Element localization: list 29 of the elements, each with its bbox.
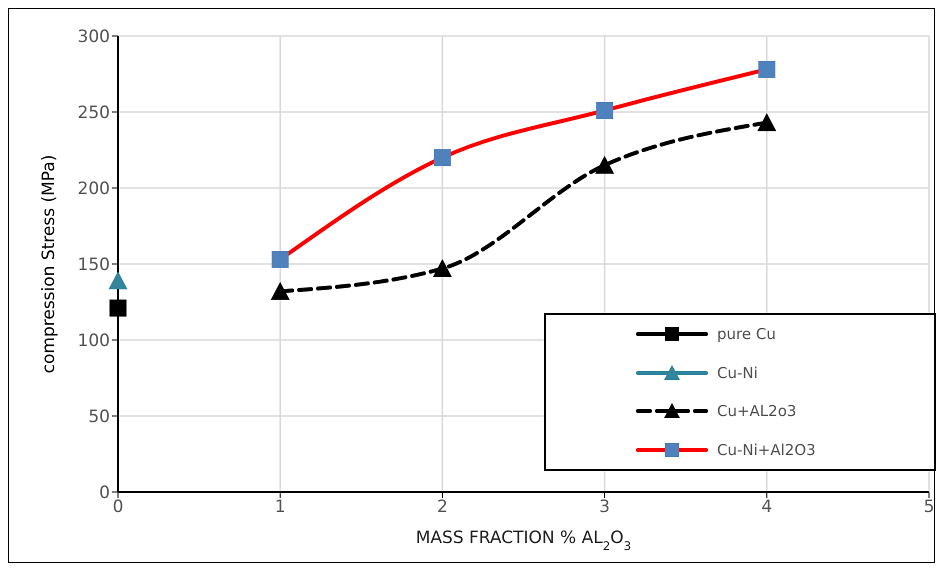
- y-tick-label: 300: [78, 27, 110, 48]
- point: [110, 300, 126, 317]
- point: [108, 271, 128, 290]
- x-tick-label: 4: [761, 497, 772, 518]
- point: [432, 259, 452, 278]
- y-tick-label: 100: [78, 331, 110, 352]
- y-axis-title: compression Stress (MPa): [39, 154, 60, 374]
- point: [596, 102, 614, 119]
- y-tick-label: 150: [78, 255, 110, 276]
- y-tick-label: 250: [78, 103, 110, 124]
- point: [270, 282, 290, 300]
- point: [272, 250, 289, 268]
- legend-label: Cu-Ni: [717, 364, 758, 382]
- x-tick-label: 3: [599, 497, 610, 518]
- point: [758, 60, 776, 78]
- point: [434, 149, 451, 166]
- x-tick-label: 2: [436, 497, 448, 518]
- y-tick-label: 200: [78, 179, 110, 200]
- x-tick-label: 5: [924, 497, 934, 518]
- point: [595, 156, 614, 174]
- y-tick-label: 50: [88, 407, 110, 428]
- x-tick-label: 1: [274, 497, 286, 518]
- point: [757, 113, 776, 132]
- legend-label: Cu-Ni+Al2O3: [717, 440, 816, 459]
- x-axis-title: MASS FRACTION % AL$_{2}$O$_{3}$: [416, 528, 632, 553]
- y-tick-label: 0: [99, 483, 110, 504]
- legend-label: Cu+AL2o3: [717, 402, 796, 420]
- legend-label: pure Cu: [717, 325, 776, 344]
- x-tick-label: 0: [112, 497, 124, 518]
